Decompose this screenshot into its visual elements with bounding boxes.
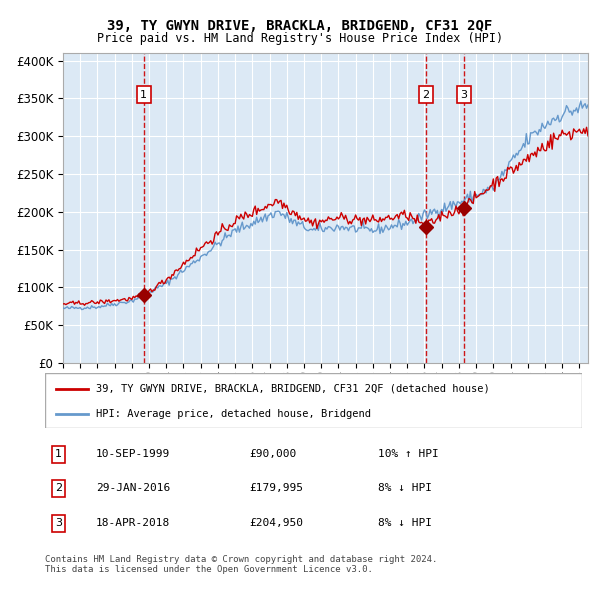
Text: £204,950: £204,950 <box>249 519 303 529</box>
Text: Contains HM Land Registry data © Crown copyright and database right 2024.
This d: Contains HM Land Registry data © Crown c… <box>45 555 437 574</box>
Text: 10% ↑ HPI: 10% ↑ HPI <box>378 450 439 459</box>
Text: 39, TY GWYN DRIVE, BRACKLA, BRIDGEND, CF31 2QF: 39, TY GWYN DRIVE, BRACKLA, BRIDGEND, CF… <box>107 19 493 33</box>
Text: 10-SEP-1999: 10-SEP-1999 <box>96 450 170 459</box>
Text: 29-JAN-2016: 29-JAN-2016 <box>96 483 170 493</box>
Text: HPI: Average price, detached house, Bridgend: HPI: Average price, detached house, Brid… <box>96 409 371 419</box>
Text: 8% ↓ HPI: 8% ↓ HPI <box>378 519 432 529</box>
Text: Price paid vs. HM Land Registry's House Price Index (HPI): Price paid vs. HM Land Registry's House … <box>97 32 503 45</box>
Text: 1: 1 <box>140 90 147 100</box>
Text: 8% ↓ HPI: 8% ↓ HPI <box>378 483 432 493</box>
Text: £179,995: £179,995 <box>249 483 303 493</box>
Text: 18-APR-2018: 18-APR-2018 <box>96 519 170 529</box>
Text: 3: 3 <box>460 90 467 100</box>
Text: 2: 2 <box>422 90 430 100</box>
Text: 2: 2 <box>55 483 62 493</box>
Text: 3: 3 <box>55 519 62 529</box>
Text: 39, TY GWYN DRIVE, BRACKLA, BRIDGEND, CF31 2QF (detached house): 39, TY GWYN DRIVE, BRACKLA, BRIDGEND, CF… <box>96 384 490 394</box>
Text: 1: 1 <box>55 450 62 459</box>
Text: £90,000: £90,000 <box>249 450 296 459</box>
FancyBboxPatch shape <box>45 373 582 428</box>
